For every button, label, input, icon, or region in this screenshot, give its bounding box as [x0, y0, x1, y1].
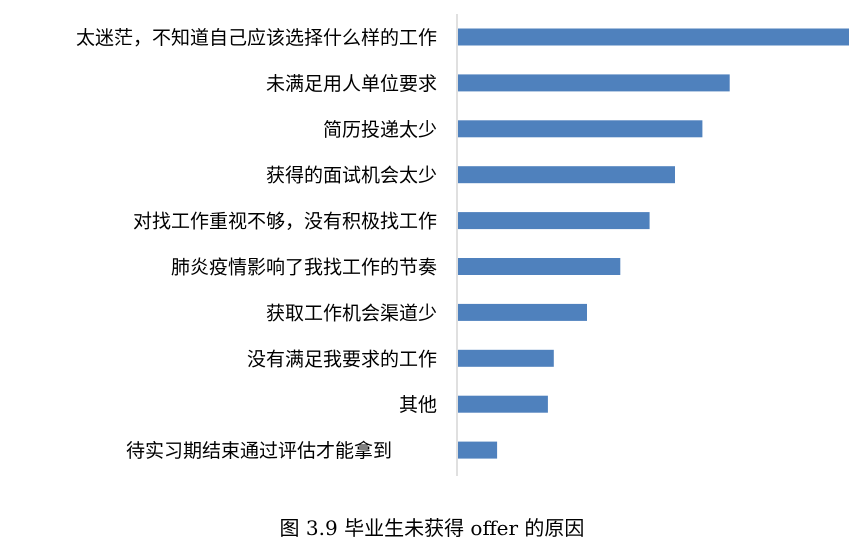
category-label-8: 其他 — [399, 394, 437, 416]
bar-9 — [458, 441, 498, 459]
bar-chart: 太迷茫，不知道自己应该选择什么样的工作未满足用人单位要求简历投递太少获得的面试机… — [76, 14, 849, 476]
bar-2 — [458, 120, 703, 138]
bar-5 — [458, 258, 621, 275]
category-label-7: 没有满足我要求的工作 — [247, 348, 437, 370]
category-labels-group: 太迷茫，不知道自己应该选择什么样的工作未满足用人单位要求简历投递太少获得的面试机… — [76, 27, 437, 462]
bar-6 — [458, 303, 587, 321]
bar-4 — [458, 212, 650, 230]
category-label-5: 肺炎疫情影响了我找工作的节奏 — [171, 257, 437, 279]
bar-1 — [458, 74, 730, 92]
bars-group — [458, 28, 849, 459]
category-label-9: 待实习期结束通过评估才能拿到 — [126, 439, 392, 462]
bar-3 — [458, 166, 675, 184]
category-label-0: 太迷茫，不知道自己应该选择什么样的工作 — [76, 27, 437, 49]
category-label-2: 简历投递太少 — [323, 119, 437, 141]
figure-caption: 图 3.9 毕业生未获得 offer 的原因 — [279, 516, 585, 540]
bar-8 — [458, 395, 548, 413]
category-label-1: 未满足用人单位要求 — [266, 73, 437, 95]
category-label-6: 获取工作机会渠道少 — [266, 302, 437, 324]
bar-7 — [458, 349, 554, 367]
category-label-4: 对找工作重视不够，没有积极找工作 — [133, 211, 437, 233]
bar-0 — [458, 28, 849, 46]
category-label-3: 获得的面试机会太少 — [266, 165, 437, 187]
